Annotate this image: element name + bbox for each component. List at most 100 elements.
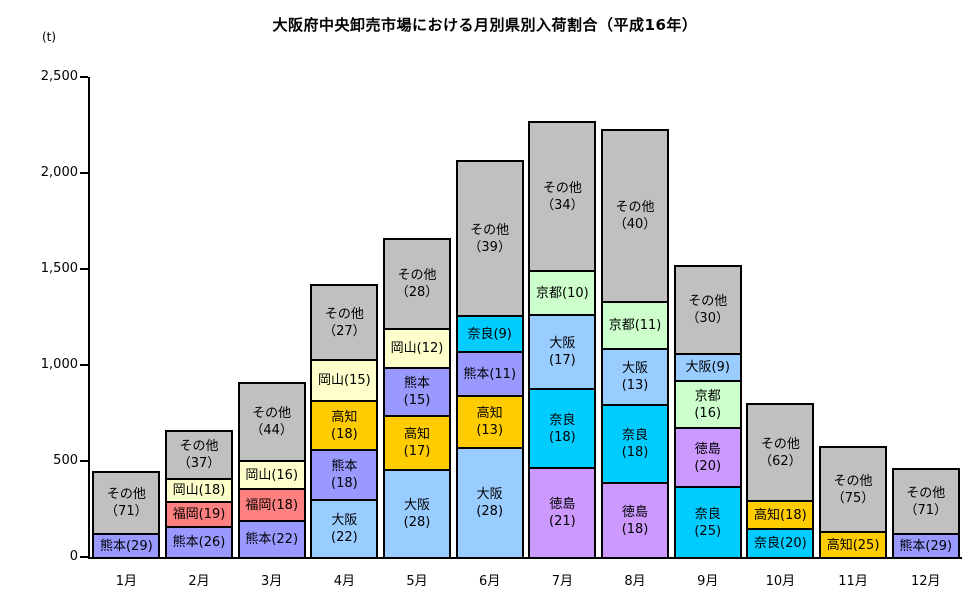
bar-slot: 大阪 (28) 高知 (13) 熊本(11) 奈良(9) その他 （39）	[453, 160, 526, 559]
bar-slot: 大阪 (28) 高知 (17) 熊本 (15) 岡山(12) その他 （28）	[381, 238, 454, 559]
segment-高知: 高知(18)	[310, 400, 379, 451]
segment-label: (17)	[549, 353, 576, 368]
segment-label: (18)	[331, 426, 358, 442]
segment-label: 京都	[694, 388, 721, 404]
segment-label: その他	[542, 180, 582, 196]
bar-slot: 徳島 (18) 奈良 (18) 大阪 (13) 京都(11) その他 （40）	[599, 129, 672, 559]
segment-その他: その他 （28）	[383, 238, 452, 330]
bar-slot: 高知(25) その他 （75）	[817, 446, 890, 559]
x-axis-labels: 1月 2月 3月 4月 5月 6月 7月 8月 9月 10月 11月 12月	[90, 557, 962, 589]
segment-福岡: 福岡(19)	[165, 501, 233, 528]
plot-area: 熊本(29) その他 （71） 熊本(26) 福岡(19) 岡山(18) その他 （37） 熊本…	[41, 69, 962, 589]
segment-label: (22)	[331, 530, 358, 545]
segment-大阪: 大阪 (17)	[528, 314, 597, 390]
x-axis-label-2月: 2月	[188, 573, 210, 589]
y-axis-tick-label: 2,500	[40, 69, 78, 84]
segment-label: その他	[615, 200, 655, 215]
segment-熊本: 熊本(29)	[92, 533, 161, 559]
segment-その他: その他 （44）	[237, 382, 306, 462]
x-axis-label-7月: 7月	[551, 573, 573, 589]
segment-label: 奈良(9)	[467, 326, 512, 342]
stacked-bar-2月: 熊本(26) 福岡(19) 岡山(18) その他 （37）	[165, 430, 233, 559]
segment-熊本: 熊本(26)	[165, 526, 233, 559]
segment-岡山: 岡山(18)	[165, 478, 233, 503]
bar-slot: 熊本(26) 福岡(19) 岡山(18) その他 （37）	[163, 430, 236, 559]
x-axis-label-9月: 9月	[697, 573, 719, 589]
stacked-bar-8月: 徳島 (18) 奈良 (18) 大阪 (13) 京都(11) その他 （40）	[601, 129, 670, 559]
segment-その他: その他 （30）	[673, 265, 742, 355]
segment-label: （75）	[831, 490, 875, 506]
segment-label: 高知	[404, 427, 431, 442]
segment-京都: 京都(10)	[528, 270, 597, 316]
segment-その他: その他 （39）	[455, 160, 524, 317]
bar-slot: 奈良(20) 高知(18) その他 （62）	[744, 403, 817, 559]
x-axis-label-6月: 6月	[479, 573, 501, 589]
segment-label: 京都(11)	[608, 318, 662, 333]
segment-熊本: 熊本(11)	[455, 351, 524, 397]
segment-label: 奈良	[622, 428, 649, 443]
segment-label: 福岡(19)	[172, 507, 226, 522]
segment-高知: 高知(18)	[746, 500, 815, 530]
segment-label: その他	[833, 473, 873, 489]
segment-奈良: 奈良(9)	[455, 315, 524, 353]
stacked-bar-10月: 奈良(20) 高知(18) その他 （62）	[746, 403, 815, 559]
segment-label: （34）	[541, 197, 584, 213]
bar-slot: 熊本(22) 福岡(18) 岡山(16) その他 （44）	[235, 382, 308, 559]
segment-label: 熊本	[331, 459, 358, 474]
segment-京都: 京都 (16)	[673, 380, 742, 429]
segment-大阪: 大阪(9)	[673, 353, 742, 382]
segment-label: その他	[688, 294, 728, 309]
segment-その他: その他 （75）	[819, 446, 888, 533]
segment-label: (13)	[621, 378, 649, 393]
stacked-bar-5月: 大阪 (28) 高知 (17) 熊本 (15) 岡山(12) その他 （28）	[383, 238, 452, 559]
segment-label: 岡山(16)	[245, 467, 299, 483]
y-axis-tick	[80, 76, 88, 78]
segment-label: 高知(25)	[826, 537, 880, 553]
y-axis-tick	[80, 556, 88, 558]
bar-slot: 熊本(29) その他 （71）	[90, 471, 163, 559]
segment-高知: 高知 (17)	[383, 415, 452, 471]
bar-slot: 徳島 (21) 奈良 (18) 大阪 (17) 京都(10) その他 （34）	[526, 121, 599, 559]
segment-label: 岡山(15)	[318, 373, 371, 388]
segment-label: 徳島	[549, 497, 576, 512]
segment-その他: その他 （71）	[891, 468, 960, 535]
y-axis-unit-label: (t)	[42, 30, 57, 44]
segment-その他: その他 （62）	[746, 403, 815, 502]
segment-徳島: 徳島 (18)	[601, 482, 670, 559]
segment-label: その他	[252, 406, 292, 421]
segment-label: 大阪	[622, 361, 649, 376]
segment-label: (13)	[476, 423, 504, 438]
segment-label: 熊本(22)	[245, 532, 299, 547]
segment-label: 岡山(18)	[172, 483, 226, 498]
segment-label: (18)	[621, 445, 649, 460]
stacked-bar-4月: 大阪 (22) 熊本 (18) 高知 (18) 岡山(15) その他 （27）	[310, 284, 379, 559]
x-axis-label-3月: 3月	[261, 573, 283, 589]
segment-label: その他	[106, 487, 146, 502]
segment-大阪: 大阪 (28)	[383, 469, 452, 559]
segment-label: 奈良	[694, 506, 721, 522]
segment-徳島: 徳島 (20)	[673, 427, 742, 488]
segment-岡山: 岡山(15)	[310, 359, 379, 402]
segment-label: 高知	[331, 409, 358, 425]
segment-高知: 高知(25)	[819, 531, 888, 559]
segment-label: その他	[760, 436, 800, 452]
segment-label: （39）	[468, 239, 511, 255]
segment-京都: 京都(11)	[601, 301, 670, 350]
segment-label: その他	[906, 485, 946, 501]
stacked-bar-7月: 徳島 (21) 奈良 (18) 大阪 (17) 京都(10) その他 （34）	[528, 121, 597, 559]
segment-label: (21)	[549, 514, 576, 529]
segment-label: 熊本(11)	[463, 366, 517, 382]
segment-label: (15)	[403, 393, 431, 408]
segment-福岡: 福岡(18)	[237, 488, 306, 522]
x-axis-label-8月: 8月	[624, 573, 646, 589]
segment-その他: その他 （37）	[165, 430, 233, 480]
segment-label: (28)	[403, 515, 431, 530]
segment-岡山: 岡山(16)	[237, 460, 306, 490]
segment-label: 大阪	[476, 487, 503, 502]
segment-label: （37）	[177, 456, 221, 471]
x-axis-label-1月: 1月	[115, 573, 137, 589]
y-axis-tick-label: 0	[69, 549, 78, 564]
segment-label: その他	[470, 222, 510, 238]
segment-label: (28)	[476, 504, 504, 519]
